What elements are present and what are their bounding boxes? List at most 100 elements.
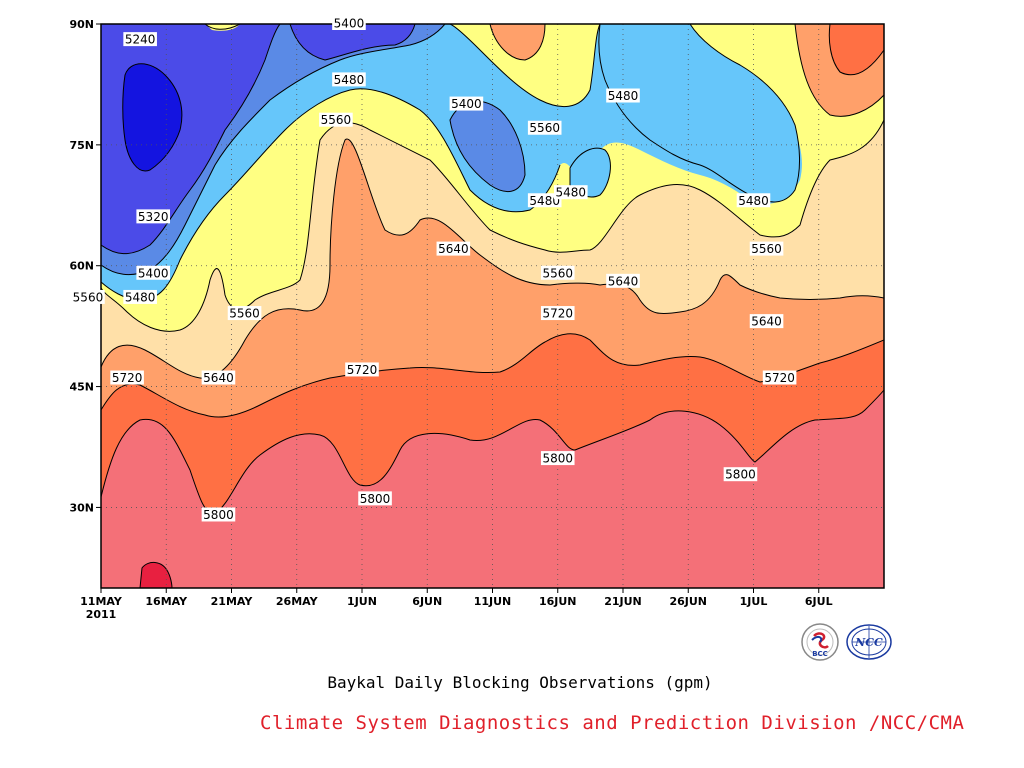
contour-label-text: 5800 <box>725 468 756 482</box>
contour-label-text: 5800 <box>360 492 391 506</box>
contour-label: 5800 <box>201 507 236 522</box>
contour-label-text: 5240 <box>125 33 156 47</box>
contour-label-text: 5400 <box>334 17 365 31</box>
contour-label-text: 5640 <box>438 242 469 256</box>
contour-label: 5480 <box>736 193 771 208</box>
x-tick-label: 16MAY <box>145 595 188 608</box>
contour-label-bg <box>227 306 262 321</box>
contour-label: 5480 <box>123 289 157 304</box>
band-5240-5320-top <box>290 24 415 60</box>
contour-label: 5560 <box>540 265 575 280</box>
contour-label: 5400 <box>449 96 484 111</box>
contour-label: 5480 <box>332 72 366 87</box>
x-tick-label: 1JUL <box>740 595 768 608</box>
contour-label: 5800 <box>540 451 575 466</box>
contour-label-bg <box>449 96 484 111</box>
contour-label: 5560 <box>227 306 262 321</box>
contour-label: 5480 <box>527 193 562 208</box>
contour-label-bg <box>749 241 784 256</box>
plot-area <box>101 24 884 588</box>
y-tick-label: 90N <box>69 18 94 31</box>
contour-label-text: 5800 <box>203 508 234 522</box>
contour-label: 5480 <box>606 88 640 103</box>
ncc-logo: NCC <box>845 622 892 662</box>
contour-label-bg <box>123 32 157 47</box>
x-tick-label: 11JUN <box>474 595 512 608</box>
x-tick-label: 21MAY <box>211 595 254 608</box>
y-tick-label: 30N <box>69 501 94 514</box>
contour-label-text: 5800 <box>542 452 573 466</box>
contour-label-bg <box>319 112 353 127</box>
contour-label-text: 5480 <box>738 194 769 208</box>
contour-label: 5640 <box>749 314 784 329</box>
bcc-logo-text: BCC <box>812 650 828 658</box>
contour-label-text: 5560 <box>542 266 573 280</box>
band-5400-5480-pocket <box>598 24 800 202</box>
contour-label-text: 5560 <box>321 113 352 127</box>
grid-lines <box>101 24 884 588</box>
contour-label: 5560 <box>71 289 105 304</box>
x-tick-label: 26JUN <box>669 595 707 608</box>
contour-label-bg <box>123 289 157 304</box>
contour-label: 5640 <box>606 273 640 288</box>
contour-label-bg <box>136 209 170 224</box>
contour-label-bg <box>345 362 379 377</box>
contour-label: 5640 <box>436 241 471 256</box>
contour-label-bg <box>762 370 797 385</box>
contour-label-bg <box>527 193 562 208</box>
contour-label-text: 5400 <box>138 266 169 280</box>
contour-label-text: 5640 <box>751 315 782 329</box>
contour-label-bg <box>723 467 758 482</box>
band-5400-oval <box>450 101 525 192</box>
contour-label-text: 5560 <box>529 121 560 135</box>
contour-label-text: 5480 <box>608 89 639 103</box>
contour-label: 5320 <box>136 209 170 224</box>
x-tick-label: 26MAY <box>276 595 319 608</box>
chart-caption: Baykal Daily Blocking Observations (gpm) <box>327 673 713 692</box>
contour-label-bg <box>136 265 170 280</box>
contour-label-bg <box>606 88 640 103</box>
y-tick-label: 45N <box>69 381 94 394</box>
contour-label-bg <box>332 72 366 87</box>
contour-label-text: 5560 <box>229 307 260 321</box>
contour-label-text: 5720 <box>542 307 573 321</box>
contour-label: 5480 <box>554 185 588 200</box>
x-tick-label: 6JUL <box>805 595 833 608</box>
contour-label: 5720 <box>110 370 144 385</box>
contour-label: 5720 <box>762 370 797 385</box>
band-top-orange-1 <box>490 24 545 60</box>
contour-label-bg <box>606 273 640 288</box>
contour-label-text: 5320 <box>138 210 169 224</box>
contour-labels: 5240 5320 5400 5480 5560 5560 5640 5720 5800 5400… <box>71 16 797 522</box>
contour-label-bg <box>332 16 366 30</box>
credit-line: Climate System Diagnostics and Predictio… <box>260 712 965 734</box>
contour-label-bg <box>436 241 471 256</box>
contour-label-text: 5480 <box>556 186 587 200</box>
band-below-5240 <box>122 63 182 171</box>
y-tick-label: 75N <box>69 139 94 152</box>
contour-label-bg <box>71 289 105 304</box>
contour-label-text: 5480 <box>529 194 560 208</box>
x-tick-label: 6JUN <box>412 595 442 608</box>
contour-label-bg <box>540 265 575 280</box>
band-max <box>140 562 172 588</box>
y-tick-label: 60N <box>69 260 94 273</box>
contour-label-text: 5640 <box>203 371 234 385</box>
contour-label: 5240 <box>123 32 157 47</box>
contour-label-text: 5480 <box>125 290 156 304</box>
contour-label: 5400 <box>136 265 170 280</box>
band-top-redorange <box>829 24 884 75</box>
contour-label: 5640 <box>201 370 236 385</box>
contour-label-text: 5720 <box>347 363 378 377</box>
x-tick-label: 11MAY <box>80 595 123 608</box>
x-year-label: 2011 <box>86 608 117 621</box>
contour-label-bg <box>110 370 144 385</box>
contour-label-text: 5720 <box>764 371 795 385</box>
ncc-logo-text: NCC <box>854 636 883 649</box>
contour-label: 5720 <box>540 306 575 321</box>
contour-label-text: 5480 <box>334 73 365 87</box>
axes: 11MAY 16MAY 21MAY 26MAY 1JUN 6JUN 11JUN 16JUN 21… <box>69 18 832 621</box>
contour-label-bg <box>540 451 575 466</box>
x-tick-label: 16JUN <box>539 595 577 608</box>
